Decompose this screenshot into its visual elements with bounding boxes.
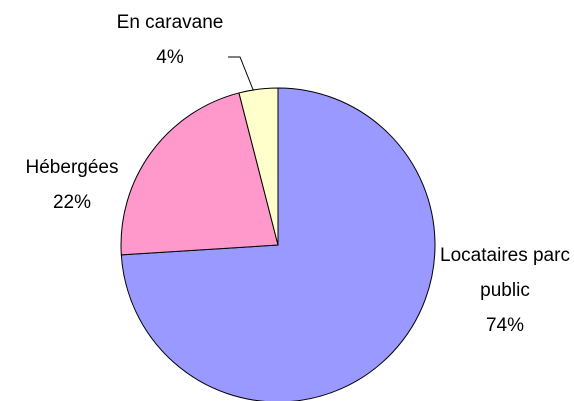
- category-label: En caravane: [116, 12, 224, 33]
- leader-line: [228, 56, 255, 93]
- value-label: 74%: [485, 315, 525, 336]
- value-label: 4%: [156, 47, 184, 68]
- pie-slice: [120, 92, 279, 256]
- slice-label: En caravane 4%: [115, 5, 225, 75]
- category-label: Locataires parc public: [440, 245, 570, 301]
- pie-slice: [238, 87, 279, 246]
- category-label: Hébergées: [25, 157, 119, 178]
- value-label: 22%: [52, 192, 92, 213]
- slice-label: Locataires parc public 74%: [440, 238, 570, 343]
- slice-label: Hébergées 22%: [2, 150, 142, 220]
